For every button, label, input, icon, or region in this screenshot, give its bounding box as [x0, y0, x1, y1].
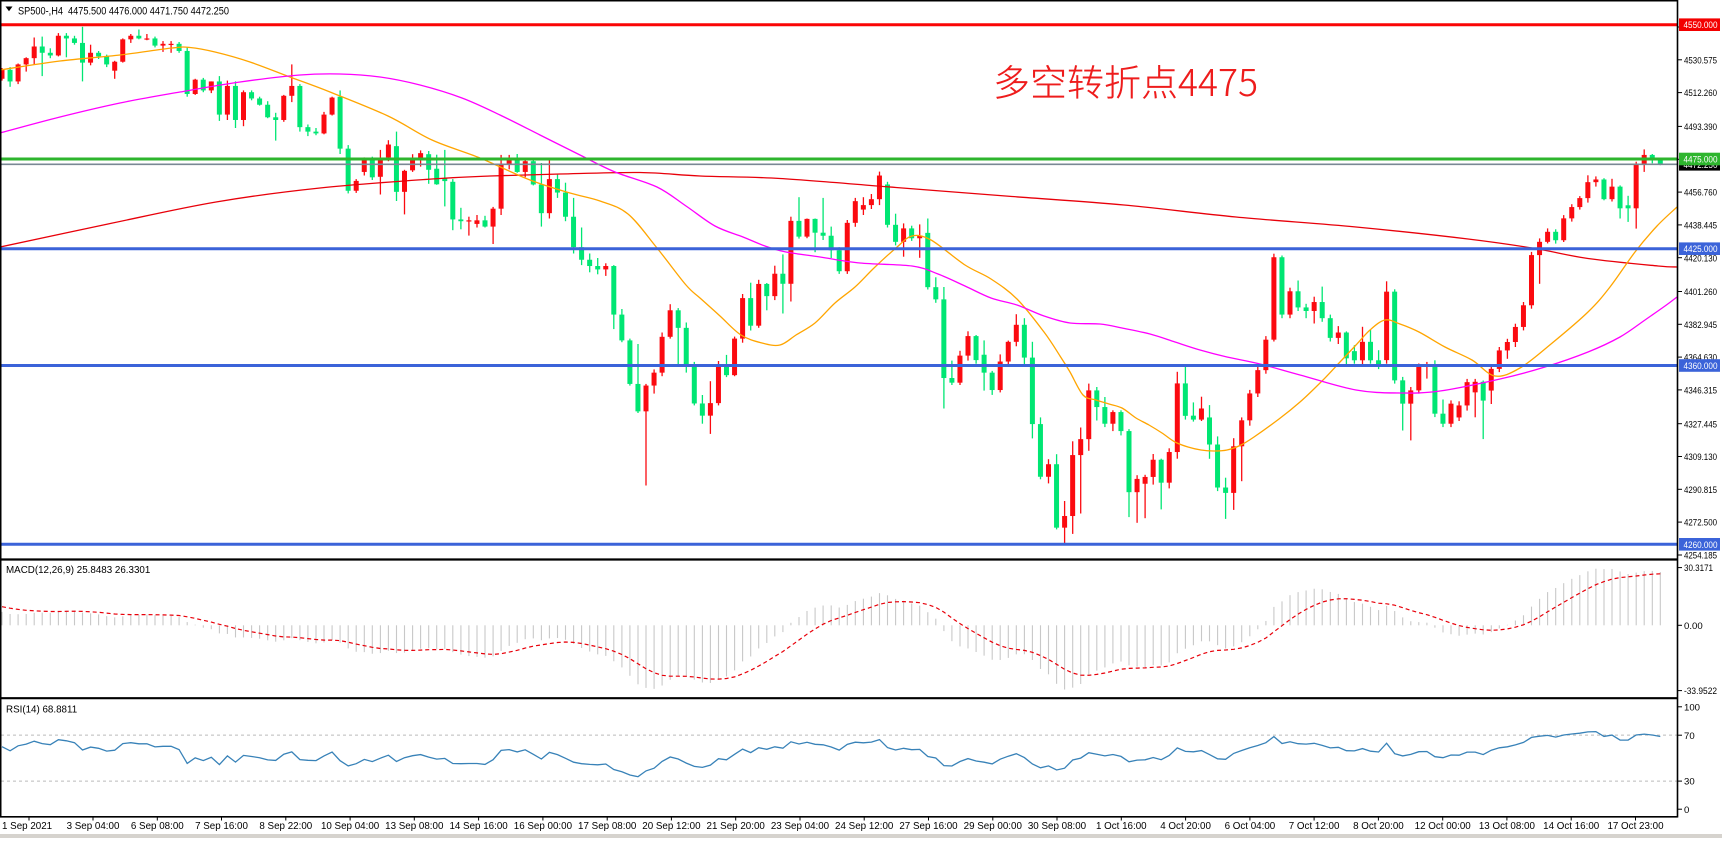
svg-text:4364.630: 4364.630 — [1684, 353, 1717, 364]
svg-text:4530.575: 4530.575 — [1684, 55, 1717, 66]
svg-text:30: 30 — [1684, 777, 1695, 788]
svg-text:7 Oct 12:00: 7 Oct 12:00 — [1289, 821, 1340, 832]
svg-text:3 Sep 04:00: 3 Sep 04:00 — [67, 821, 120, 832]
svg-text:4254.185: 4254.185 — [1684, 551, 1717, 562]
svg-text:4493.390: 4493.390 — [1684, 122, 1717, 133]
svg-text:12 Oct 00:00: 12 Oct 00:00 — [1415, 821, 1472, 832]
svg-text:100: 100 — [1684, 702, 1700, 713]
svg-text:SP500-,H4 4475.500 4476.000 4: SP500-,H4 4475.500 4476.000 4471.750 447… — [18, 5, 229, 17]
svg-text:7 Sep 16:00: 7 Sep 16:00 — [195, 821, 248, 832]
svg-text:6 Sep 08:00: 6 Sep 08:00 — [131, 821, 184, 832]
svg-text:-33.9522: -33.9522 — [1684, 686, 1717, 697]
svg-text:4382.945: 4382.945 — [1684, 320, 1717, 331]
svg-text:4290.815: 4290.815 — [1684, 485, 1717, 496]
svg-text:0.00: 0.00 — [1684, 621, 1703, 632]
svg-text:20 Sep 12:00: 20 Sep 12:00 — [642, 821, 701, 832]
svg-text:MACD(12,26,9) 25.8483 26.3301: MACD(12,26,9) 25.8483 26.3301 — [6, 565, 150, 576]
svg-text:6 Oct 04:00: 6 Oct 04:00 — [1225, 821, 1276, 832]
svg-text:4272.500: 4272.500 — [1684, 518, 1717, 529]
svg-text:70: 70 — [1684, 731, 1695, 742]
svg-text:4 Oct 20:00: 4 Oct 20:00 — [1160, 821, 1211, 832]
svg-text:4550.000: 4550.000 — [1684, 19, 1718, 30]
svg-text:29 Sep 00:00: 29 Sep 00:00 — [964, 821, 1023, 832]
svg-text:8 Sep 22:00: 8 Sep 22:00 — [259, 821, 312, 832]
svg-text:4420.130: 4420.130 — [1684, 253, 1717, 264]
svg-text:17 Oct 23:00: 17 Oct 23:00 — [1607, 821, 1664, 832]
svg-text:8 Oct 20:00: 8 Oct 20:00 — [1353, 821, 1404, 832]
svg-text:17 Sep 08:00: 17 Sep 08:00 — [578, 821, 637, 832]
svg-text:4260.000: 4260.000 — [1684, 539, 1718, 550]
svg-text:23 Sep 04:00: 23 Sep 04:00 — [771, 821, 830, 832]
svg-text:4327.445: 4327.445 — [1684, 419, 1717, 430]
svg-text:1 Oct 16:00: 1 Oct 16:00 — [1096, 821, 1147, 832]
svg-text:4425.000: 4425.000 — [1684, 243, 1718, 254]
svg-text:4475.000: 4475.000 — [1684, 154, 1718, 165]
svg-text:0: 0 — [1684, 805, 1689, 816]
svg-text:16 Sep 00:00: 16 Sep 00:00 — [514, 821, 573, 832]
svg-text:30.3171: 30.3171 — [1684, 563, 1713, 574]
svg-text:13 Sep 08:00: 13 Sep 08:00 — [385, 821, 444, 832]
svg-text:14 Sep 16:00: 14 Sep 16:00 — [449, 821, 508, 832]
svg-text:27 Sep 16:00: 27 Sep 16:00 — [899, 821, 958, 832]
svg-text:4346.315: 4346.315 — [1684, 386, 1717, 397]
svg-text:4456.760: 4456.760 — [1684, 188, 1717, 199]
svg-text:21 Sep 20:00: 21 Sep 20:00 — [707, 821, 766, 832]
svg-text:4438.445: 4438.445 — [1684, 221, 1717, 232]
svg-text:4360.000: 4360.000 — [1684, 360, 1718, 371]
svg-text:4512.260: 4512.260 — [1684, 88, 1717, 99]
svg-text:1 Sep 2021: 1 Sep 2021 — [2, 821, 52, 832]
svg-text:14 Oct 16:00: 14 Oct 16:00 — [1543, 821, 1600, 832]
svg-text:10 Sep 04:00: 10 Sep 04:00 — [321, 821, 380, 832]
svg-text:24 Sep 12:00: 24 Sep 12:00 — [835, 821, 894, 832]
svg-text:4309.130: 4309.130 — [1684, 452, 1717, 463]
svg-text:30 Sep 08:00: 30 Sep 08:00 — [1028, 821, 1087, 832]
svg-text:4401.260: 4401.260 — [1684, 287, 1717, 298]
svg-text:RSI(14) 68.8811: RSI(14) 68.8811 — [6, 705, 77, 716]
svg-text:13 Oct 08:00: 13 Oct 08:00 — [1479, 821, 1536, 832]
